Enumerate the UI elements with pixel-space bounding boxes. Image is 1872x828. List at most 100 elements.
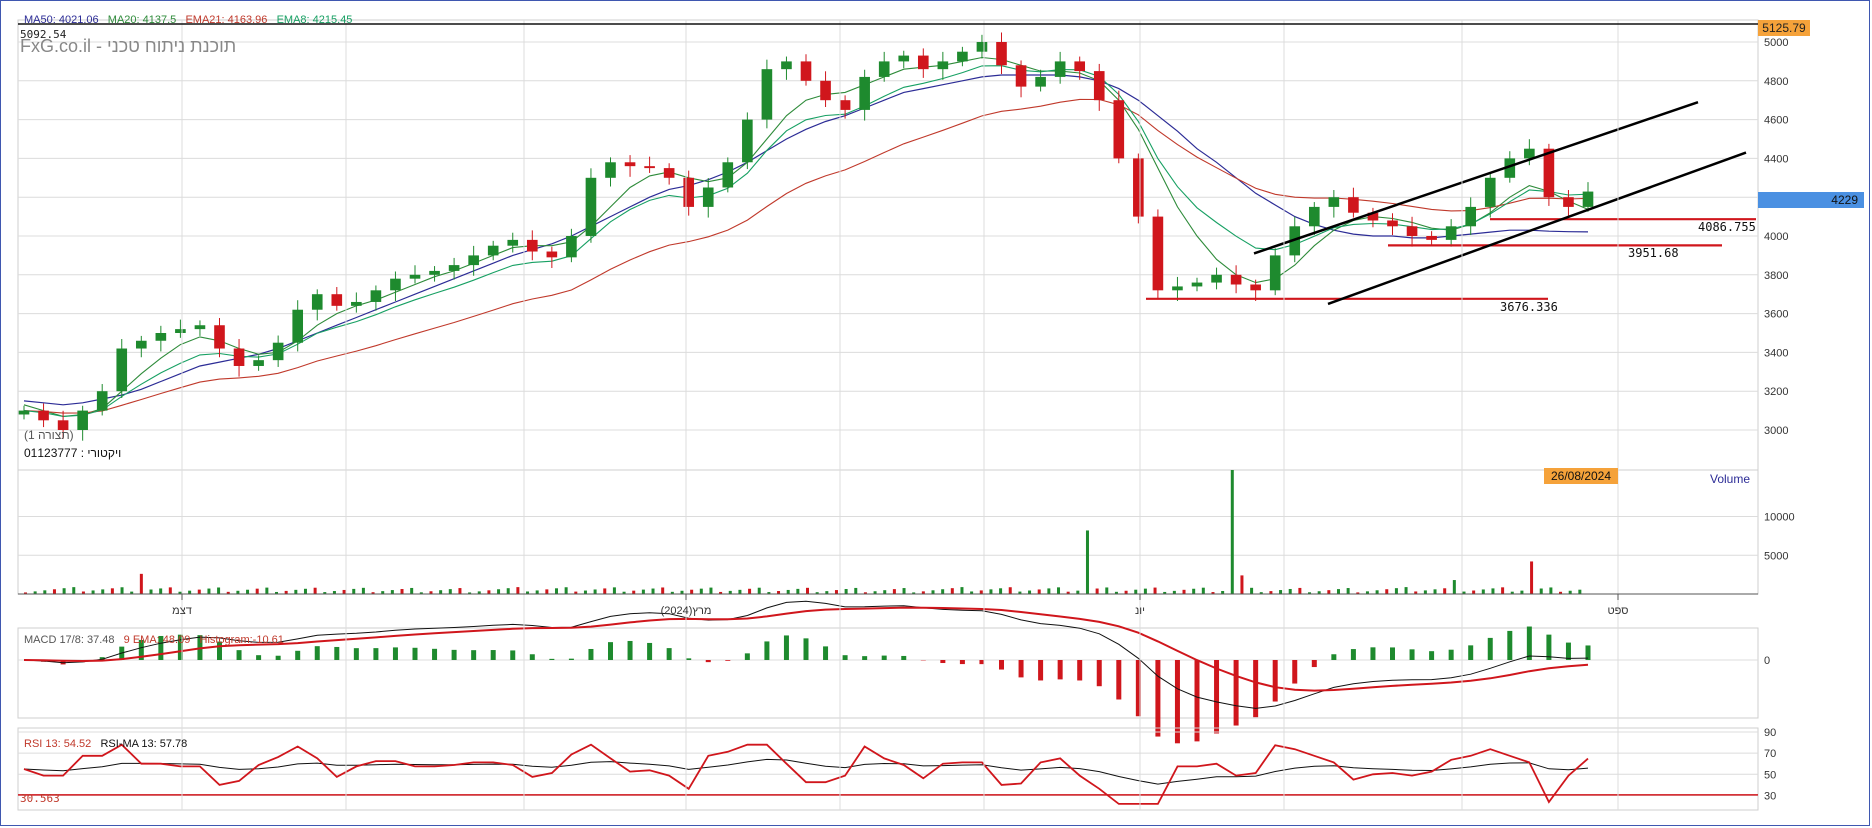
candle-body: [175, 329, 186, 333]
volume-bar: [632, 590, 636, 594]
volume-bar: [275, 591, 279, 594]
x-tick-label: דצמ: [172, 605, 192, 617]
macd-hist-bar: [608, 642, 613, 660]
macd-hist-bar: [1429, 651, 1435, 660]
volume-bar: [1201, 587, 1205, 594]
date-badge: 26/08/2024: [1544, 468, 1618, 484]
macd-hist-bar: [1057, 660, 1063, 680]
volume-bar: [1057, 587, 1061, 594]
candle-body: [1465, 206, 1477, 227]
macd-hist-bar: [510, 650, 516, 660]
volume-bar: [1452, 580, 1456, 594]
volume-bar: [265, 587, 269, 594]
volume-bar: [226, 591, 230, 594]
volume-bar: [815, 592, 819, 594]
rsi-tick-label: 70: [1764, 748, 1776, 760]
volume-bar: [1076, 590, 1080, 594]
macd-grid: 0: [18, 655, 1770, 667]
macd-hist-bar: [1135, 660, 1141, 717]
macd-hist-bar: [373, 648, 379, 660]
macd-hist-bar: [1448, 649, 1454, 660]
volume-bar: [834, 590, 838, 594]
candle-body: [1308, 206, 1320, 227]
volume-bar: [1443, 588, 1447, 594]
channel-upper-line: [1253, 100, 1699, 255]
candle-body: [351, 301, 362, 306]
volume-bar: [738, 589, 742, 594]
volume-bar: [371, 592, 375, 594]
volume-bar: [1365, 591, 1369, 594]
rsi-ma-line: [23, 758, 1589, 785]
candle-body: [448, 265, 460, 271]
candle-body: [546, 251, 558, 258]
volume-bar: [468, 592, 472, 594]
candle-body: [1250, 284, 1261, 291]
rsi-label: RSI 13: 54.52: [24, 738, 92, 750]
volume-bar: [91, 590, 95, 594]
candle-body: [1093, 71, 1105, 101]
macd-hist-bar: [1155, 660, 1161, 737]
rsi-legend: RSI 13: 54.52 RSI-MA 13: 57.78: [24, 738, 187, 750]
volume-bar: [1327, 590, 1331, 594]
volume-bar: [786, 589, 790, 594]
price-tick-label: 3600: [1764, 309, 1788, 321]
rsi-level-value: 30.563: [20, 792, 60, 805]
volume-bar: [448, 589, 452, 594]
trend-channel: [1253, 100, 1747, 306]
volume-bar: [1269, 591, 1273, 594]
macd-hist-bar: [1507, 630, 1513, 660]
candle-body: [38, 410, 49, 421]
candle-body: [409, 274, 421, 279]
price-tick-label: 3800: [1764, 270, 1788, 282]
volume-bar: [757, 587, 761, 594]
volume-bar: [188, 590, 192, 594]
volume-bar: [1298, 587, 1302, 594]
volume-bar: [1423, 590, 1427, 594]
volume-bar: [81, 591, 85, 594]
x-axis: דצמ מרץ(2024) יונ ספט: [172, 594, 1629, 617]
macd-hist-bar: [1174, 660, 1180, 744]
volume-tick-label: 5000: [1764, 550, 1788, 562]
candle-body: [683, 177, 695, 207]
volume-bar: [24, 592, 27, 594]
volume-bar: [294, 589, 298, 594]
candle-body: [1387, 220, 1398, 227]
ema8-line: [23, 65, 1589, 418]
volume-bar: [670, 591, 674, 594]
price-tick-label: 3000: [1764, 425, 1788, 437]
macd-hist-bar: [99, 657, 105, 660]
volume-bar: [101, 589, 105, 594]
volume-bar: [1520, 590, 1524, 594]
candle-body: [1269, 255, 1281, 291]
macd-hist-bar: [1487, 637, 1493, 660]
candle-body: [566, 236, 577, 258]
volume-bar: [1192, 588, 1196, 594]
macd-hist-bar: [295, 650, 301, 660]
volume-bar: [1211, 592, 1215, 594]
volume-bar: [883, 590, 887, 594]
candle-body: [702, 187, 714, 207]
macd-hist-bar: [1253, 660, 1259, 718]
ema21-label: EMA21: 4163.96: [185, 14, 268, 26]
price-grid: [18, 41, 1758, 431]
volume-bar: [583, 590, 587, 594]
volume-bar: [381, 591, 385, 594]
candle-body: [1406, 226, 1418, 236]
volume-bar: [1047, 588, 1051, 594]
candle-body: [1172, 286, 1183, 291]
volume-bar: [960, 587, 964, 594]
volume-bar: [1134, 589, 1138, 594]
macd-hist-bar: [1546, 634, 1552, 660]
macd-hist-bar: [412, 647, 418, 660]
candle-body: [722, 162, 734, 188]
volume-bar: [1462, 591, 1466, 594]
macd-label: MACD 17/8: 37.48: [24, 634, 115, 646]
volume-bar: [767, 592, 771, 594]
volume-bar: [844, 589, 848, 594]
macd-ema-label: 9 EMA: 48.09: [123, 634, 191, 646]
price-tick-label: 3400: [1764, 347, 1788, 359]
rsi-tick-label: 50: [1764, 769, 1776, 781]
volume-bar: [352, 588, 356, 594]
candle-body: [1133, 158, 1144, 217]
candle-body: [468, 255, 479, 266]
